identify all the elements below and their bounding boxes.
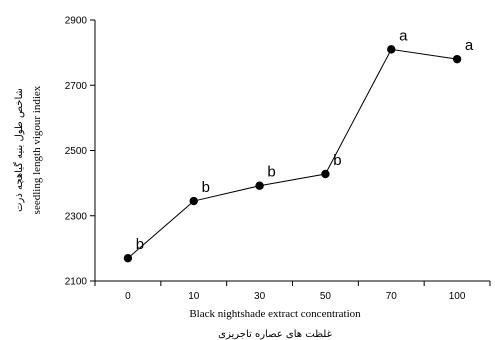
- x-ticks: 0 10 30 50 70 100: [94, 281, 491, 302]
- y-tick-label: 2100: [65, 277, 88, 288]
- data-point: [123, 253, 133, 263]
- series-points: [123, 45, 462, 263]
- significance-letter: b: [136, 236, 144, 253]
- significance-letter: a: [399, 27, 408, 44]
- significance-letter: b: [202, 179, 210, 196]
- x-tick-label: 30: [254, 291, 266, 302]
- x-tick-label: 100: [449, 291, 466, 302]
- x-tick-label: 0: [125, 291, 131, 302]
- x-tick-label: 10: [188, 291, 200, 302]
- x-axis-subtitle: غلظت های عصاره تاجریزی: [218, 329, 332, 340]
- y-axis-title: seedling length vigour indiex: [31, 85, 43, 214]
- y-ticks: 2100 2300 2500 2700 2900: [65, 16, 95, 288]
- y-tick-label: 2500: [65, 146, 88, 157]
- significance-letters: b b b b a a: [136, 27, 474, 253]
- y-axis-subtitle: شاخص طول بنیه گیاهچه ذرت: [13, 88, 25, 212]
- axes: [94, 20, 490, 282]
- data-point: [387, 45, 396, 54]
- significance-letter: a: [465, 37, 474, 54]
- x-tick-label: 50: [320, 291, 332, 302]
- data-point: [452, 54, 462, 64]
- series-line: [127, 48, 458, 259]
- significance-letter: b: [333, 152, 341, 169]
- data-point: [189, 196, 198, 206]
- significance-letter: b: [267, 164, 275, 181]
- y-tick-label: 2300: [65, 211, 88, 222]
- data-point: [321, 169, 330, 179]
- x-axis-title: Black nightshade extract concentration: [189, 308, 361, 320]
- y-tick-label: 2900: [65, 16, 88, 27]
- series-polyline: [127, 48, 458, 259]
- data-point: [255, 181, 264, 190]
- y-tick-label: 2700: [65, 81, 88, 92]
- x-tick-label: 70: [386, 291, 398, 302]
